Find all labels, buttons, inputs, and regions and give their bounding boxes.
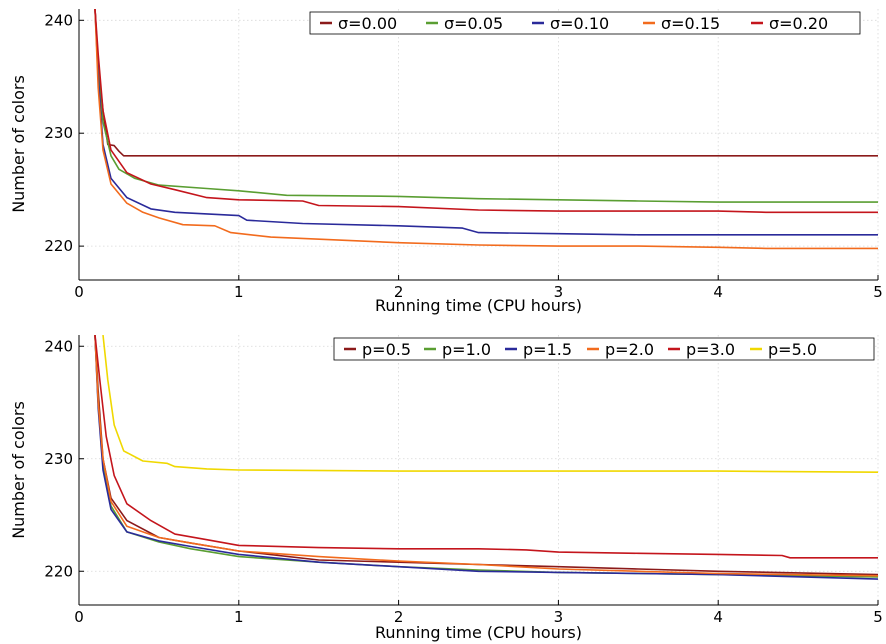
x-tick-label: 3 xyxy=(554,608,564,626)
x-tick-label: 4 xyxy=(713,608,723,626)
x-tick-label: 0 xyxy=(74,283,84,301)
series-line-σ=0.20 xyxy=(94,9,878,214)
y-tick-label: 230 xyxy=(44,450,73,468)
series-line-p=2.0 xyxy=(94,335,878,577)
legend-frame xyxy=(333,337,875,361)
legend-label: σ=0.05 xyxy=(444,14,503,33)
legend-label: p=1.5 xyxy=(523,340,572,359)
x-tick-label: 2 xyxy=(394,608,404,626)
series-group xyxy=(94,335,878,580)
legend: p=0.5 p=1.0 p=1.5 p=2.0 p=3.0 p=5.0 xyxy=(333,337,875,361)
series-line-p=5.0 xyxy=(102,335,878,473)
x-tick-label: 2 xyxy=(394,283,404,301)
series-group xyxy=(94,9,878,250)
chart-top-panel: 0 1 2 3 4 5 220 230 240 Running time (CPU hours) N… xyxy=(9,9,883,315)
series-line-σ=0.05 xyxy=(94,9,878,203)
y-tick-label: 220 xyxy=(44,562,73,580)
legend-label: p=5.0 xyxy=(768,340,817,359)
y-tick-label: 220 xyxy=(44,237,73,255)
x-tick-label: 1 xyxy=(234,283,244,301)
legend-label: p=2.0 xyxy=(605,340,654,359)
y-tick-label: 230 xyxy=(44,124,73,142)
x-axis-label: Running time (CPU hours) xyxy=(375,296,582,315)
legend-label: σ=0.00 xyxy=(338,14,397,33)
legend-label: p=1.0 xyxy=(442,340,491,359)
x-tick-label: 5 xyxy=(873,283,883,301)
legend-label: p=3.0 xyxy=(686,340,735,359)
legend-label: σ=0.20 xyxy=(769,14,828,33)
series-line-p=0.5 xyxy=(94,335,878,576)
x-tick-label: 1 xyxy=(234,608,244,626)
y-tick-label: 240 xyxy=(44,337,73,355)
legend-label: σ=0.10 xyxy=(550,14,609,33)
x-axis-label: Running time (CPU hours) xyxy=(375,623,582,642)
series-line-σ=0.15 xyxy=(94,9,878,250)
legend-label: σ=0.15 xyxy=(661,14,720,33)
series-line-p=1.5 xyxy=(94,335,878,580)
legend-frame xyxy=(309,11,861,35)
x-tick-label: 3 xyxy=(554,283,564,301)
x-tick-label: 5 xyxy=(873,608,883,626)
y-axis-label: Number of colors xyxy=(9,75,28,213)
series-line-p=3.0 xyxy=(94,335,878,559)
legend: σ=0.00 σ=0.05 σ=0.10 σ=0.15 σ=0.20 xyxy=(309,11,861,35)
y-axis-label: Number of colors xyxy=(9,401,28,539)
y-tick-label: 240 xyxy=(44,11,73,29)
chart-bottom-panel: 0 1 2 3 4 5 220 230 240 Running time (CPU hours) N… xyxy=(9,335,883,642)
series-line-σ=0.10 xyxy=(94,9,878,236)
legend-label: p=0.5 xyxy=(362,340,411,359)
x-tick-label: 0 xyxy=(74,608,84,626)
x-tick-label: 4 xyxy=(713,283,723,301)
